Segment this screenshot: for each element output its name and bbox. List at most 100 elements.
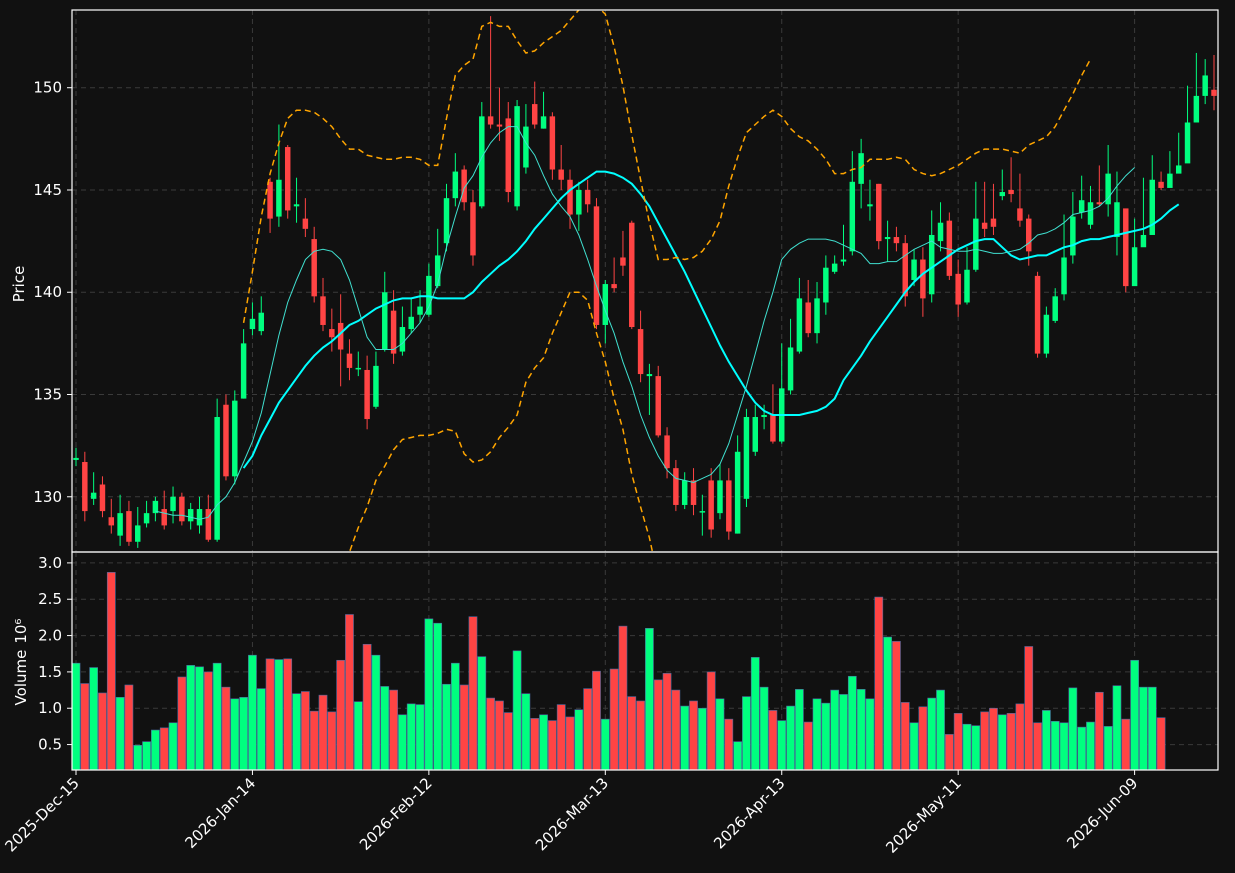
volume-bar: [468, 616, 478, 771]
candles: [73, 16, 1217, 548]
candle-body: [1026, 218, 1032, 252]
candle-body: [346, 353, 353, 368]
volume-bar: [865, 698, 875, 771]
volume-bar: [539, 714, 548, 771]
volume-bar: [909, 722, 919, 771]
candle-body: [920, 259, 926, 299]
candle-body: [505, 118, 511, 193]
candle-body: [390, 310, 397, 354]
volume-bar: [442, 683, 451, 771]
volume-bar: [962, 723, 972, 771]
volume-bar: [1103, 726, 1113, 771]
volume-bar: [353, 701, 363, 771]
volume-bar: [1050, 721, 1060, 771]
volume-bar: [795, 689, 804, 771]
candle-body: [179, 496, 185, 522]
candle-body: [1149, 179, 1155, 235]
volume-bar: [1033, 722, 1042, 771]
candle-body: [787, 347, 794, 391]
candle-body: [293, 204, 300, 207]
volume-bar: [618, 625, 628, 771]
candle-body: [1008, 189, 1014, 195]
volume-bar: [1156, 717, 1166, 771]
candle-body: [452, 171, 459, 199]
volume-bar: [565, 716, 575, 771]
candle-body: [240, 343, 247, 399]
volume-bar: [953, 713, 963, 771]
price-tick-label: 135: [33, 386, 62, 404]
volume-bar: [521, 693, 531, 771]
volume-tick-label: 1.0: [38, 699, 62, 717]
candle-body: [470, 202, 476, 256]
volume-bar: [1042, 710, 1051, 771]
candle-body: [576, 189, 582, 215]
volume-bar: [89, 667, 99, 771]
volume-bar: [627, 696, 637, 771]
volume-bar: [477, 656, 487, 771]
candle-body: [258, 312, 264, 332]
x-tick-label: 2026-Jun-09: [1063, 774, 1141, 852]
volume-bar: [1112, 685, 1122, 771]
volume-bar: [847, 675, 857, 771]
candle-body: [1202, 75, 1208, 96]
candle-body: [726, 480, 732, 532]
candle-body: [973, 218, 979, 270]
candle-body: [267, 181, 273, 219]
candle-body: [584, 189, 591, 205]
volume-bar: [203, 671, 213, 771]
candle-body: [1078, 200, 1085, 213]
candle-body: [1043, 314, 1050, 354]
volume-bar: [609, 668, 619, 771]
volume-bar: [98, 692, 107, 771]
candle-body: [487, 116, 494, 125]
volume-bar: [883, 636, 892, 771]
volume-bar: [142, 741, 151, 771]
overlay-line: [242, 10, 1092, 324]
candle-body: [1052, 296, 1058, 321]
price-tick-label: 145: [33, 181, 62, 199]
volume-bar: [1006, 713, 1016, 771]
candle-body: [417, 306, 423, 315]
volume-bar: [318, 694, 328, 771]
volume-bar: [821, 702, 831, 771]
volume-bar: [336, 659, 346, 771]
volume-bar: [768, 710, 778, 771]
candle-body: [1131, 247, 1138, 287]
candle-body: [981, 222, 988, 229]
candle-body: [629, 222, 635, 328]
overlay-line: [155, 126, 1135, 520]
candle-body: [320, 296, 326, 325]
candle-body: [761, 414, 767, 418]
volume-bar: [424, 618, 434, 771]
volume-bar: [512, 650, 522, 771]
volume-bar: [230, 698, 240, 771]
candle-body: [143, 513, 150, 524]
candle-body: [1061, 257, 1067, 295]
candle-body: [329, 329, 335, 338]
candle-body: [152, 500, 159, 514]
volume-bar: [1147, 686, 1157, 771]
candle-body: [796, 298, 803, 352]
candle-body: [355, 367, 362, 370]
candle-body: [1184, 122, 1191, 164]
candle-body: [373, 365, 379, 407]
candle-body: [205, 509, 212, 540]
volume-bar: [927, 697, 937, 771]
candle-body: [82, 462, 88, 512]
candle-body: [1167, 173, 1173, 188]
candle-body: [161, 509, 167, 526]
candle-body: [461, 169, 467, 203]
volume-bar: [856, 689, 866, 771]
volume-bar: [1068, 687, 1078, 771]
candle-body: [937, 222, 944, 242]
candle-body: [840, 259, 847, 262]
candle-body: [567, 179, 573, 215]
volume-tick-label: 1.5: [38, 663, 62, 681]
volume-bar: [839, 694, 848, 771]
candle-body: [284, 147, 291, 211]
volume-bar: [362, 643, 372, 771]
volume-bar: [398, 714, 407, 771]
volume-bar: [680, 705, 690, 771]
volume-bar: [327, 711, 337, 771]
candle-body: [214, 417, 220, 540]
